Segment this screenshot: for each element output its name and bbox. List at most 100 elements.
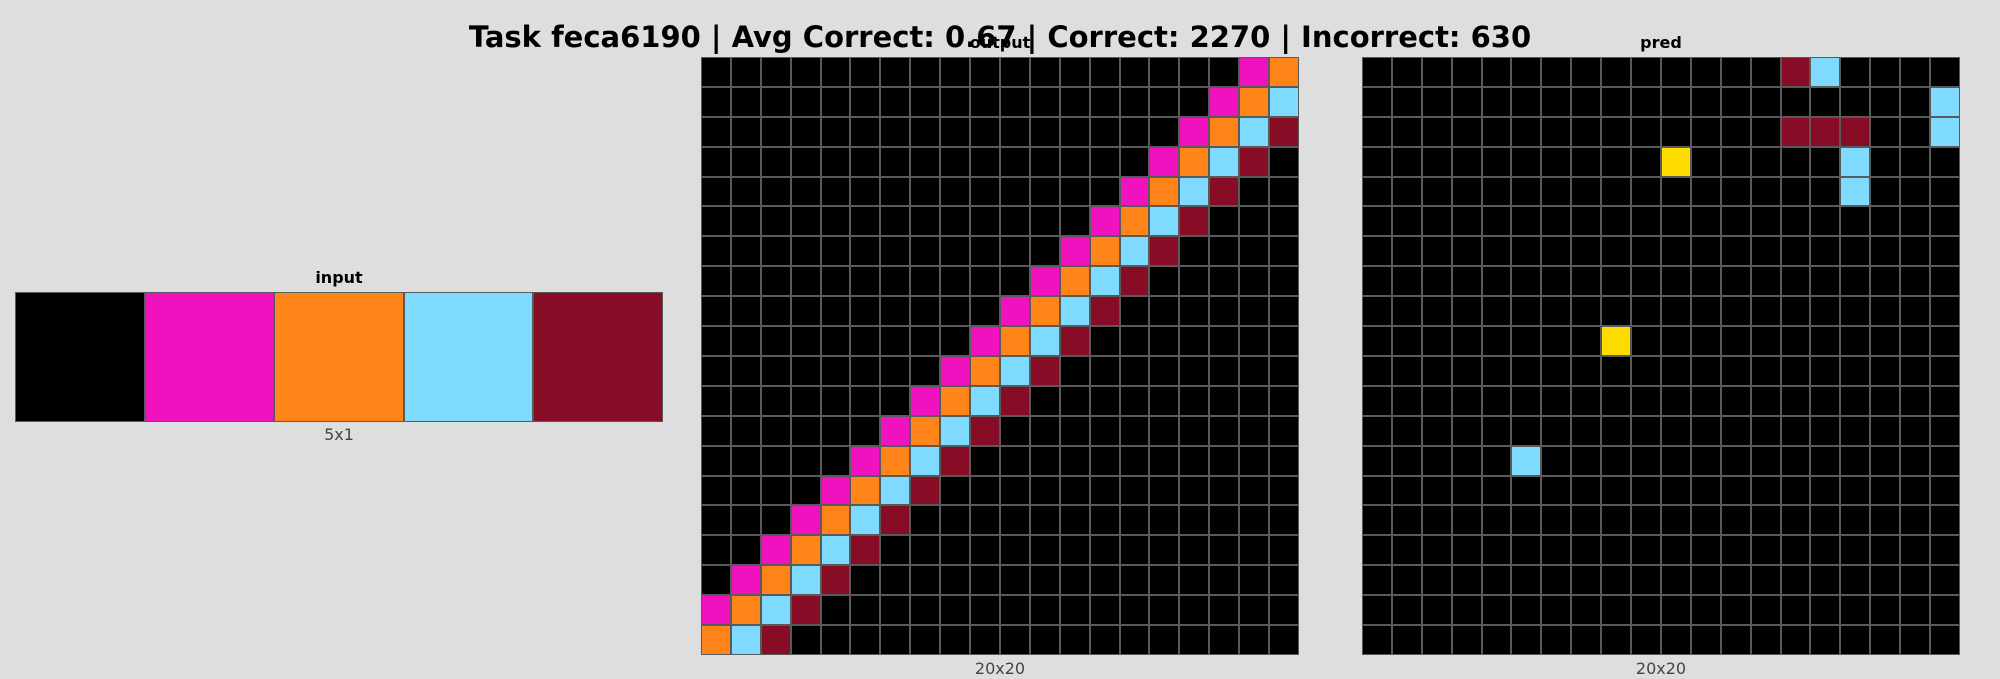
pred-cell-r19-c1 [1391,625,1422,655]
output-cell-r4-c13 [1089,176,1120,207]
output-cell-r1-c1 [730,86,761,117]
pred-cell-r3-c17 [1870,146,1901,177]
output-cell-r9-c9 [970,326,1000,356]
output-cell-r5-c8 [940,206,971,237]
pred-cell-r18-c19 [1930,595,1960,626]
output-cell-r2-c12 [1059,116,1090,147]
output-cell-r5-c11 [1029,206,1060,237]
pred-cell-r0-c8 [1601,57,1632,87]
pred-cell-r8-c18 [1900,296,1931,327]
output-cell-r11-c3 [790,385,821,416]
output-cell-r7-c0 [701,266,731,297]
output-cell-r2-c6 [880,116,911,147]
output-cell-r12-c18 [1239,415,1270,446]
pred-cell-r8-c11 [1690,296,1721,327]
output-panel-title: output [969,33,1031,52]
output-cell-r5-c6 [880,206,911,237]
pred-cell-r17-c8 [1601,565,1632,596]
output-cell-r6-c11 [1029,236,1060,267]
pred-cell-r4-c3 [1451,176,1482,207]
pred-cell-r11-c6 [1541,385,1572,416]
pred-cell-r12-c1 [1391,415,1422,446]
pred-cell-r10-c8 [1601,355,1632,386]
output-cell-r18-c16 [1179,595,1210,626]
output-cell-r9-c15 [1149,326,1180,356]
pred-cell-r7-c2 [1421,266,1452,297]
pred-cell-r1-c3 [1451,86,1482,117]
output-cell-r3-c4 [820,146,851,177]
output-cell-r2-c10 [999,116,1030,147]
pred-cell-r4-c4 [1481,176,1512,207]
pred-cell-r12-c18 [1900,415,1931,446]
pred-cell-r7-c5 [1511,266,1542,297]
output-cell-r9-c2 [760,326,791,356]
output-cell-r6-c5 [850,236,881,267]
pred-panel-title: pred [1640,33,1682,52]
output-cell-r0-c14 [1119,57,1150,87]
pred-cell-r11-c5 [1511,385,1542,416]
pred-cell-r15-c7 [1571,505,1602,536]
pred-cell-r4-c16 [1840,176,1871,207]
output-cell-r8-c5 [850,296,881,327]
output-cell-r8-c18 [1239,296,1270,327]
output-cell-r3-c12 [1059,146,1090,177]
output-cell-r2-c0 [701,116,731,147]
pred-cell-r8-c7 [1571,296,1602,327]
output-cell-r9-c5 [850,326,881,356]
pred-cell-r18-c13 [1750,595,1781,626]
pred-cell-r5-c9 [1631,206,1661,237]
pred-cell-r3-c15 [1810,146,1841,177]
output-cell-r14-c19 [1269,475,1299,506]
output-cell-r2-c13 [1089,116,1120,147]
pred-cell-r9-c5 [1511,326,1542,356]
output-cell-r18-c5 [850,595,881,626]
pred-cell-r7-c17 [1870,266,1901,297]
output-cell-r12-c4 [820,415,851,446]
pred-cell-r13-c17 [1870,445,1901,476]
output-cell-r0-c4 [820,57,851,87]
output-cell-r9-c6 [880,326,911,356]
output-cell-r10-c9 [970,355,1000,386]
pred-cell-r2-c8 [1601,116,1632,147]
pred-cell-r3-c0 [1362,146,1392,177]
pred-cell-r10-c16 [1840,355,1871,386]
output-cell-r11-c16 [1179,385,1210,416]
pred-cell-r4-c8 [1601,176,1632,207]
pred-cell-r12-c8 [1601,415,1632,446]
pred-cell-r1-c5 [1511,86,1542,117]
pred-cell-r14-c0 [1362,475,1392,506]
output-cell-r17-c11 [1029,565,1060,596]
pred-cell-r3-c6 [1541,146,1572,177]
pred-cell-r16-c18 [1900,535,1931,566]
pred-cell-r1-c15 [1810,86,1841,117]
pred-cell-r1-c18 [1900,86,1931,117]
pred-cell-r0-c13 [1750,57,1781,87]
output-cell-r16-c15 [1149,535,1180,566]
pred-cell-r17-c6 [1541,565,1572,596]
pred-cell-r19-c12 [1720,625,1751,655]
pred-cell-r0-c16 [1840,57,1871,87]
pred-cell-r10-c17 [1870,355,1901,386]
pred-cell-r7-c18 [1900,266,1931,297]
pred-cell-r9-c13 [1750,326,1781,356]
pred-cell-r8-c15 [1810,296,1841,327]
pred-cell-r4-c7 [1571,176,1602,207]
output-cell-r3-c18 [1239,146,1270,177]
pred-cell-r3-c8 [1601,146,1632,177]
output-cell-r5-c3 [790,206,821,237]
pred-cell-r8-c2 [1421,296,1452,327]
pred-cell-r4-c15 [1810,176,1841,207]
pred-cell-r18-c8 [1601,595,1632,626]
pred-cell-r14-c9 [1631,475,1661,506]
pred-cell-r19-c10 [1660,625,1691,655]
pred-cell-r0-c11 [1690,57,1721,87]
pred-cell-r10-c6 [1541,355,1572,386]
pred-cell-r10-c7 [1571,355,1602,386]
pred-cell-r2-c7 [1571,116,1602,147]
output-cell-r11-c11 [1029,385,1060,416]
output-cell-r3-c13 [1089,146,1120,177]
output-cell-r14-c15 [1149,475,1180,506]
pred-cell-r17-c11 [1690,565,1721,596]
output-cell-r7-c15 [1149,266,1180,297]
pred-cell-r18-c1 [1391,595,1422,626]
